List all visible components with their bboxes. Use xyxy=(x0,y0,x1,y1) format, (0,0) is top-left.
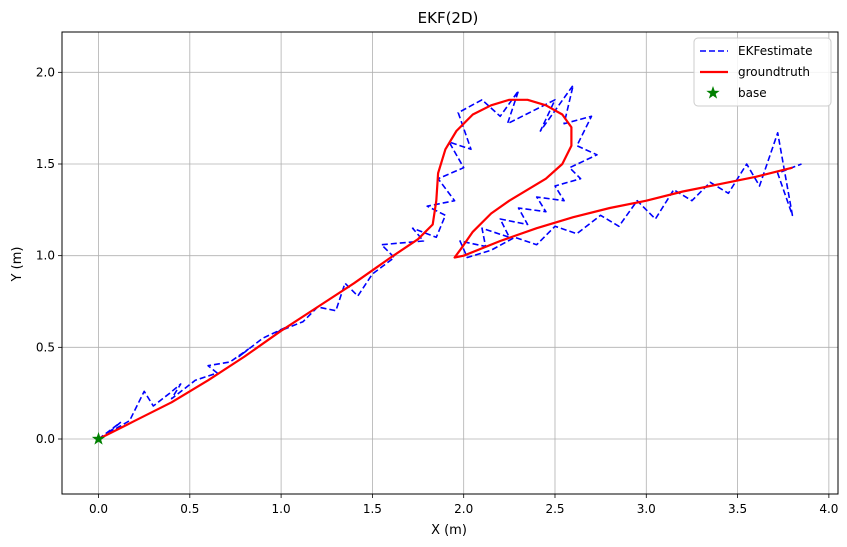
legend-label-base: base xyxy=(738,86,767,100)
y-tick-label: 0.0 xyxy=(36,432,55,446)
y-tick-label: 0.5 xyxy=(36,340,55,354)
x-tick-label: 3.0 xyxy=(637,502,656,516)
x-tick-label: 3.5 xyxy=(728,502,747,516)
legend-label-groundtruth: groundtruth xyxy=(738,65,810,79)
chart-title: EKF(2D) xyxy=(418,9,479,27)
plot-series xyxy=(91,84,802,445)
x-tick-label: 0.5 xyxy=(180,502,199,516)
base-marker xyxy=(91,432,106,445)
x-tick-label: 4.0 xyxy=(819,502,838,516)
x-tick-label: 0.0 xyxy=(89,502,108,516)
groundtruth-line xyxy=(98,98,793,440)
x-tick-label: 1.5 xyxy=(363,502,382,516)
x-tick-label: 2.5 xyxy=(545,502,564,516)
y-tick-label: 2.0 xyxy=(36,65,55,79)
y-tick-label: 1.0 xyxy=(36,249,55,263)
legend-box xyxy=(693,37,832,107)
x-tick-label: 1.0 xyxy=(272,502,291,516)
EKFestimate-line xyxy=(98,84,802,440)
axis-ticks: 0.0 0.5 1.0 1.5 2.0 2.5 3.0 3.5 4.0 0.0 0.5 1.0 1.5 2… xyxy=(36,65,839,516)
y-tick-label: 1.5 xyxy=(36,157,55,171)
legend: EKFestimate groundtruth base xyxy=(693,37,832,107)
y-axis-label: Y (m) xyxy=(10,247,25,283)
grid-lines xyxy=(62,32,838,494)
x-axis-label: X (m) xyxy=(431,523,467,538)
x-tick-label: 2.0 xyxy=(454,502,473,516)
legend-label-EKFestimate: EKFestimate xyxy=(738,44,813,58)
legend-base-swatch xyxy=(706,86,720,99)
plot-frame xyxy=(61,31,839,495)
